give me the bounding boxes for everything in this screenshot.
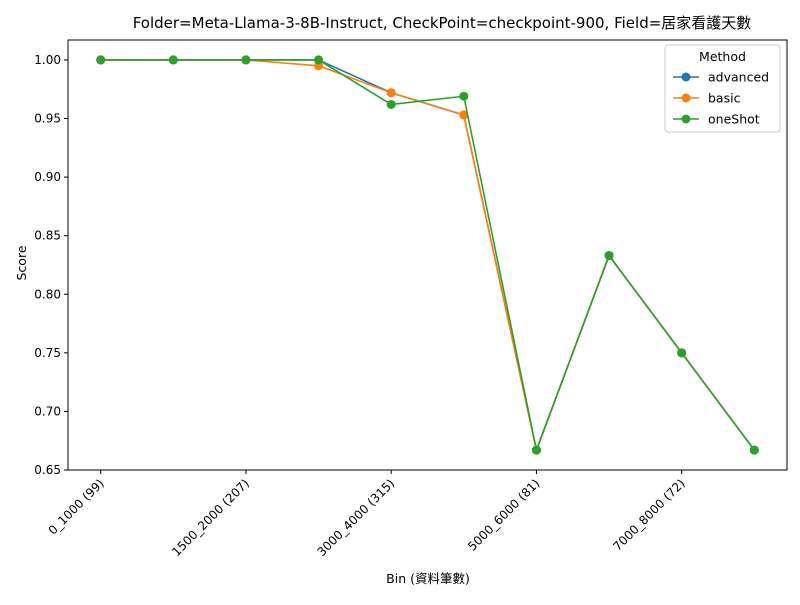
y-tick-label: 0.85 [34, 229, 61, 243]
legend-title: Method [699, 49, 746, 64]
data-point-oneShot [459, 91, 469, 101]
x-tick-label: 3000_4000 (315) [314, 476, 397, 559]
data-point-oneShot [749, 445, 759, 455]
y-tick-label: 0.95 [34, 112, 61, 126]
data-point-oneShot [677, 348, 687, 358]
legend-item-oneShot: oneShot [673, 112, 760, 127]
chart-title: Folder=Meta-Llama-3-8B-Instruct, CheckPo… [133, 14, 752, 32]
x-tick-label: 0_1000 (99) [46, 476, 107, 537]
series-advanced [96, 55, 759, 455]
y-tick-label: 0.70 [34, 404, 61, 418]
y-tick-label: 1.00 [34, 53, 61, 67]
plot-frame [67, 39, 788, 471]
data-point-oneShot [241, 55, 251, 65]
y-axis: 0.65 0.70 0.75 0.80 0.85 0.90 0.95 1.00 [34, 53, 68, 477]
plot-area [67, 39, 788, 471]
y-axis-label: Score [14, 245, 29, 280]
legend-label: basic [708, 91, 741, 106]
data-point-basic [459, 110, 469, 120]
data-point-basic [386, 88, 396, 98]
legend-label: advanced [708, 70, 769, 85]
data-point-oneShot [604, 251, 614, 261]
y-tick-label: 0.65 [34, 463, 61, 477]
x-axis: 0_1000 (99) 1500_2000 (207) 3000_4000 (315… [46, 470, 688, 559]
series-basic [96, 55, 759, 455]
legend-marker [681, 93, 691, 103]
x-axis-label: Bin (資料筆數) [386, 571, 470, 586]
data-point-oneShot [314, 55, 324, 65]
data-point-oneShot [168, 55, 178, 65]
y-tick-label: 0.75 [34, 346, 61, 360]
legend-marker [681, 114, 691, 124]
legend-item-advanced: advanced [673, 70, 769, 85]
legend: Method advanced basic oneShot [664, 44, 781, 133]
legend-item-basic: basic [673, 91, 741, 106]
y-tick-label: 0.90 [34, 170, 61, 184]
x-tick-label: 5000_6000 (81) [465, 476, 542, 553]
x-tick-label: 7000_8000 (72) [610, 476, 687, 553]
legend-label: oneShot [708, 112, 760, 127]
series-line-advanced [100, 59, 755, 451]
data-point-oneShot [531, 445, 541, 455]
legend-frame [664, 44, 781, 133]
series-layer [96, 55, 759, 455]
data-point-oneShot [386, 99, 396, 109]
series-line-basic [100, 59, 755, 451]
series-line-oneShot [100, 59, 755, 451]
y-tick-label: 0.80 [34, 287, 61, 301]
series-oneShot [96, 55, 759, 455]
data-point-oneShot [96, 55, 106, 65]
x-tick-label: 1500_2000 (207) [169, 476, 252, 559]
legend-marker [681, 72, 691, 82]
